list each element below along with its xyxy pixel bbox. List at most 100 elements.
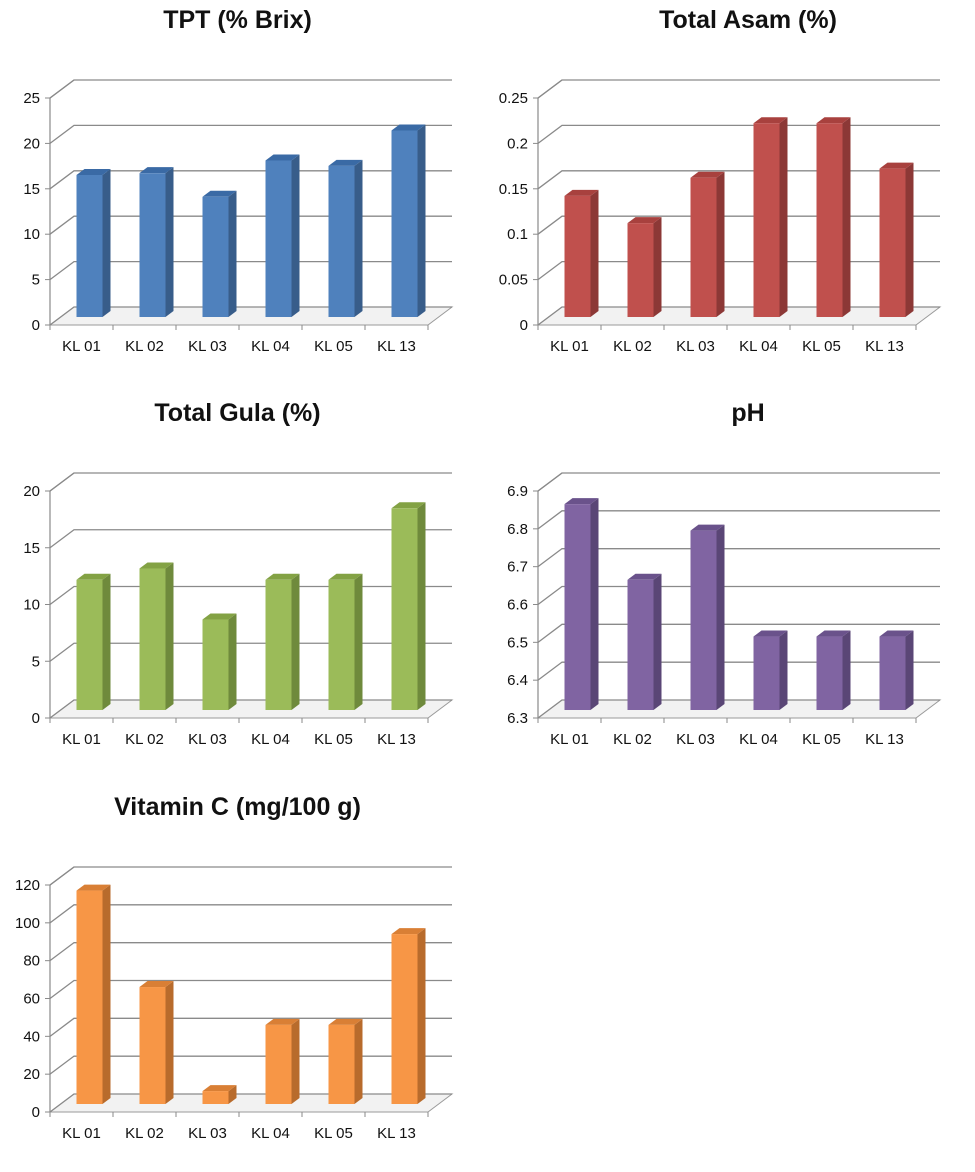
bar-side	[165, 981, 174, 1104]
bar-top	[202, 1085, 237, 1092]
bar-front	[753, 636, 780, 710]
bar-top	[76, 884, 111, 891]
bar	[328, 159, 363, 317]
gridline	[49, 215, 452, 235]
y-tick-label: 6.9	[507, 483, 528, 500]
y-tick-label: 0	[32, 317, 40, 334]
x-tick-label: KL 01	[62, 1125, 101, 1142]
gridline	[49, 642, 452, 662]
bar-side	[102, 573, 111, 710]
bar-side	[102, 168, 111, 317]
bar-top	[391, 928, 426, 935]
bar-top	[816, 117, 851, 124]
bar-side	[417, 502, 426, 710]
chart-title: pH	[731, 399, 765, 427]
x-tick-label: KL 04	[251, 338, 290, 355]
gridline	[537, 623, 940, 643]
bar	[265, 573, 300, 710]
bar	[202, 190, 237, 317]
x-tick-label: KL 03	[188, 338, 227, 355]
x-tick-label: KL 04	[739, 731, 778, 748]
bar	[139, 562, 174, 710]
y-tick-label: 0.25	[499, 90, 528, 107]
x-tick-label: KL 13	[865, 338, 904, 355]
x-tick-label: KL 05	[802, 731, 841, 748]
y-tick-label: 6.7	[507, 559, 528, 576]
y-tick-label: 0.2	[507, 135, 528, 152]
bar	[816, 630, 851, 710]
gridline	[537, 215, 940, 235]
gridline	[49, 306, 452, 326]
bar-side	[779, 630, 788, 710]
x-tick-label: KL 13	[865, 731, 904, 748]
bar	[265, 1018, 300, 1104]
bar	[202, 613, 237, 710]
bar-front	[76, 174, 103, 317]
bar	[753, 117, 788, 317]
y-tick-label: 10	[23, 597, 40, 614]
bar-top	[202, 613, 237, 620]
chart-plot: 0 20 40 60 80 100 120 KL 01 KL 02 KL 03 KL 04 KL 05…	[15, 866, 454, 1142]
bar-top	[690, 524, 725, 531]
x-tick-label: KL 13	[377, 1125, 416, 1142]
gridline	[49, 170, 452, 190]
bar-front	[564, 504, 591, 710]
bar-top	[139, 981, 174, 988]
bar	[627, 573, 662, 710]
bar-side	[653, 573, 662, 710]
bar	[328, 573, 363, 710]
bar	[139, 167, 174, 317]
chart-title: Total Gula (%)	[154, 399, 321, 427]
gridline	[49, 585, 452, 606]
bar-front	[879, 168, 906, 317]
bar-front	[265, 1024, 292, 1104]
bar-front	[328, 1024, 355, 1104]
x-tick-label: KL 01	[550, 731, 589, 748]
bar-side	[354, 1018, 363, 1104]
gridline	[49, 904, 452, 924]
bar-front	[391, 130, 418, 317]
bar-front	[202, 1091, 229, 1104]
chart-total-asam: Total Asam (%) 0 0.05 0.1 0.15 0.2 0.25 KL 01 K…	[488, 0, 975, 385]
bar	[76, 573, 111, 710]
bar-front	[816, 636, 843, 710]
gridline	[537, 585, 940, 606]
bar	[690, 524, 725, 710]
x-tick-label: KL 05	[314, 338, 353, 355]
bar	[564, 498, 599, 710]
gridline	[537, 124, 940, 144]
bar-front	[76, 890, 103, 1104]
bar	[328, 1018, 363, 1104]
x-tick-label: KL 13	[377, 338, 416, 355]
x-tick-label: KL 01	[62, 731, 101, 748]
bar-side	[291, 154, 300, 317]
chart-total-gula: Total Gula (%) 0 5 10 15 20 KL 01 KL 02 KL 03 KL…	[0, 393, 487, 778]
gridline	[49, 1017, 452, 1037]
bar-top	[139, 562, 174, 569]
bar-side	[291, 1018, 300, 1104]
bar	[139, 981, 174, 1104]
gridline	[49, 1093, 452, 1113]
x-tick-label: KL 03	[676, 731, 715, 748]
gridline	[49, 699, 452, 719]
bar-top	[265, 573, 300, 580]
bar-side	[905, 630, 914, 710]
bar-front	[139, 987, 166, 1104]
bar	[76, 884, 111, 1104]
bar-top	[753, 630, 788, 637]
bar-side	[905, 162, 914, 317]
bar-side	[417, 124, 426, 317]
y-tick-label: 80	[23, 953, 40, 970]
x-tick-label: KL 02	[613, 731, 652, 748]
gridline	[49, 79, 452, 99]
x-tick-label: KL 04	[251, 1125, 290, 1142]
y-tick-label: 6.8	[507, 521, 528, 538]
bar	[76, 168, 111, 317]
chart-plot: 6.3 6.4 6.5 6.6 6.7 6.8 6.9 KL 01 KL 02 KL 03 KL 0…	[507, 472, 942, 748]
bar-top	[879, 630, 914, 637]
bar-front	[690, 530, 717, 710]
bar-top	[139, 167, 174, 174]
bar-top	[627, 217, 662, 224]
x-tick-label: KL 02	[613, 338, 652, 355]
bar-front	[76, 579, 103, 710]
